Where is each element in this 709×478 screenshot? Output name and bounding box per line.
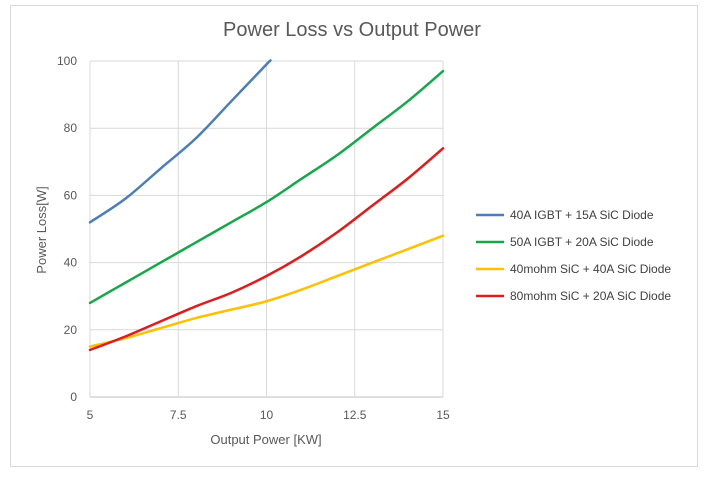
y-axis-title: Power Loss[W]	[34, 186, 49, 273]
series-line-1	[88, 59, 272, 224]
legend-label: 40A IGBT + 15A SiC Diode	[510, 208, 654, 222]
x-tick-label: 15	[436, 408, 450, 422]
y-tick-label: 80	[64, 121, 78, 135]
x-tick-label: 12.5	[343, 408, 367, 422]
y-tick-label: 60	[64, 188, 78, 202]
x-tick-label: 10	[260, 408, 274, 422]
axis-layer: 0 20 40 60 80 100 5 7.5 10 12.5 15	[57, 54, 450, 422]
legend: 40A IGBT + 15A SiC Diode 50A IGBT + 20A S…	[476, 208, 671, 303]
series-line-2	[88, 69, 445, 305]
y-tick-label: 100	[57, 54, 77, 68]
series-line-3	[88, 234, 445, 348]
legend-label: 50A IGBT + 20A SiC Diode	[510, 235, 654, 249]
chart-title: Power Loss vs Output Power	[223, 19, 481, 41]
grid-layer	[89, 60, 444, 398]
x-tick-label: 5	[87, 408, 94, 422]
x-tick-label: 7.5	[170, 408, 187, 422]
chart-frame	[10, 5, 698, 467]
legend-label: 80mohm SiC + 20A SiC Diode	[510, 289, 671, 303]
series-line-4	[88, 147, 445, 352]
y-tick-label: 40	[64, 256, 78, 270]
y-tick-label: 20	[64, 323, 78, 337]
y-tick-label: 0	[70, 390, 77, 404]
series-layer	[88, 59, 445, 352]
x-axis-title: Output Power [KW]	[210, 432, 321, 447]
legend-label: 40mohm SiC + 40A SiC Diode	[510, 262, 671, 276]
